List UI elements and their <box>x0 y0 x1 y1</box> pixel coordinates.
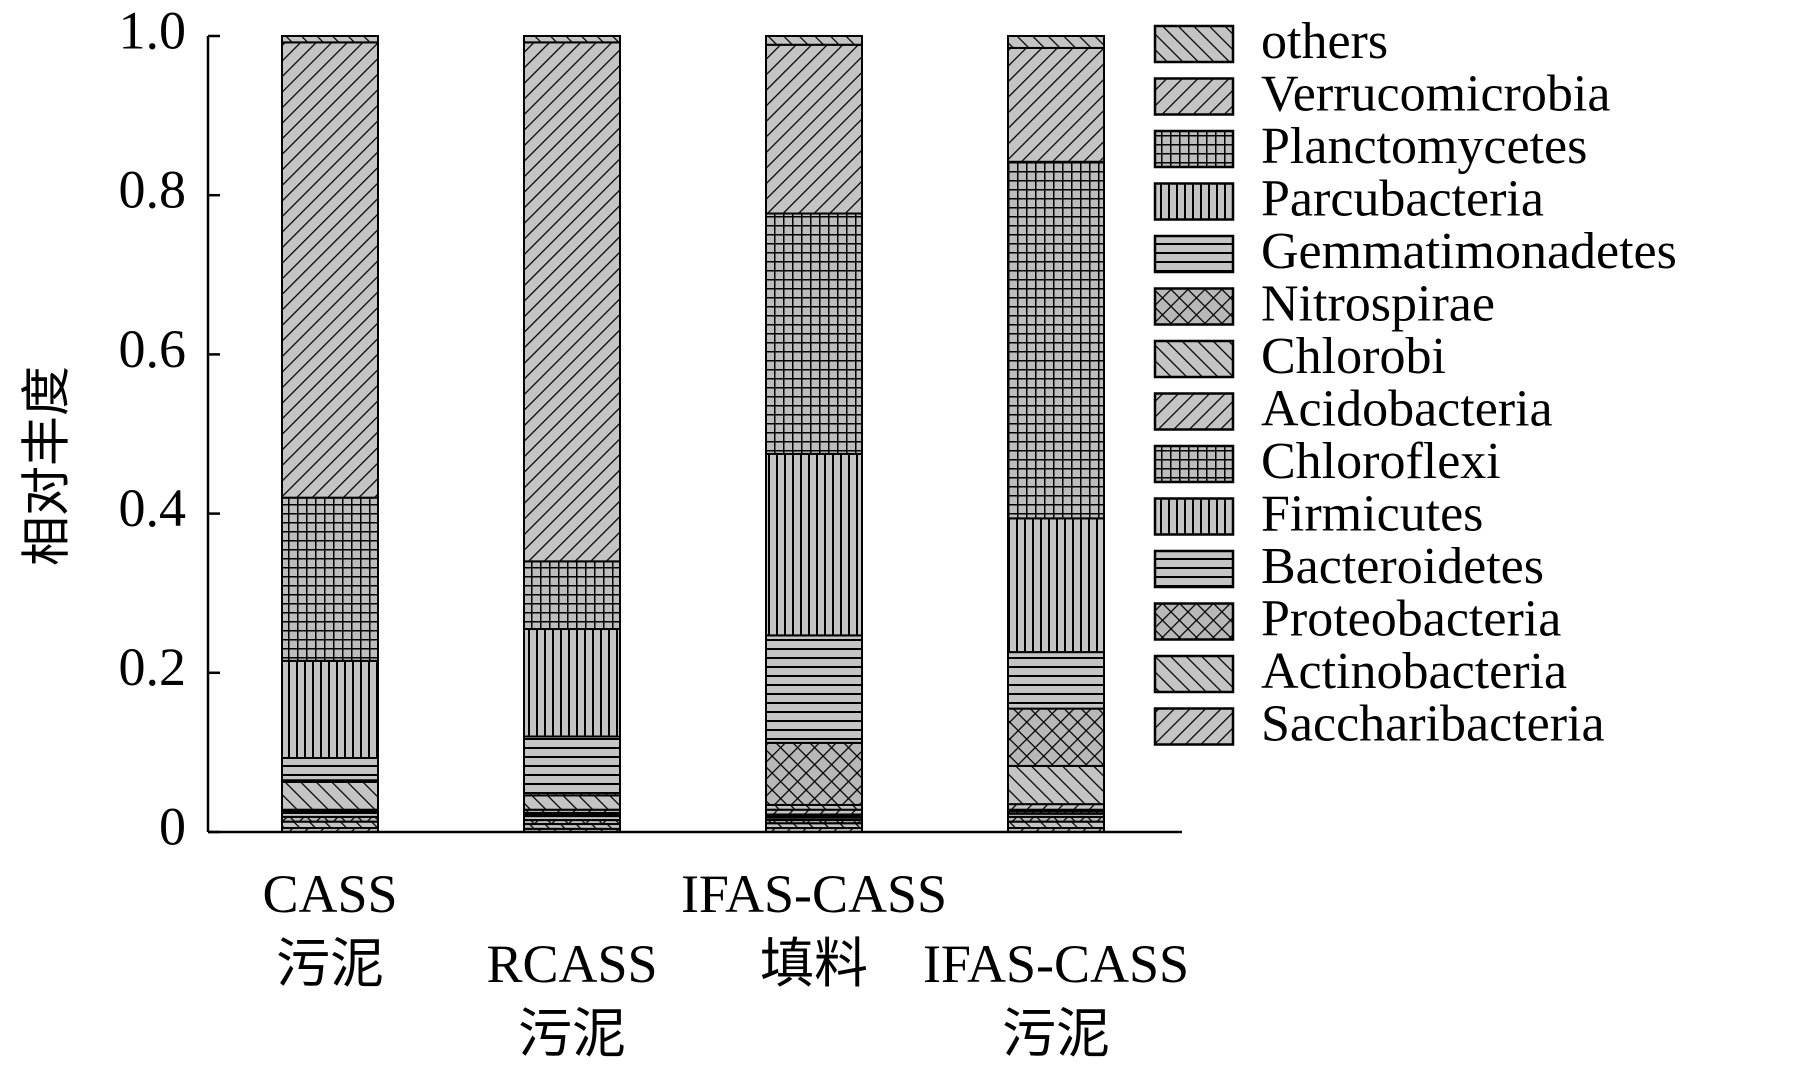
legend-item: others <box>1153 13 1388 70</box>
legend-label: Saccharibacteria <box>1261 695 1605 752</box>
legend-swatch <box>1153 234 1235 274</box>
bar-segment <box>765 634 863 744</box>
x-category-label: 污泥 <box>518 1004 626 1064</box>
legend-swatch <box>1153 129 1235 169</box>
x-category-label: 污泥 <box>276 934 384 994</box>
legend-swatch <box>1153 444 1235 484</box>
legend-item: Saccharibacteria <box>1153 695 1605 752</box>
x-category-label: IFAS-CASS <box>923 934 1189 994</box>
legend-label: Verrucomicrobia <box>1261 65 1610 122</box>
legend-item: Planctomycetes <box>1153 118 1587 175</box>
bar-segment <box>1007 160 1105 520</box>
bars-layer <box>281 35 1105 834</box>
bar-segment <box>523 560 621 631</box>
bar-stack <box>523 35 621 833</box>
legend-label: Bacteroidetes <box>1261 538 1544 595</box>
bar-segment <box>1007 517 1105 654</box>
legend-label: Firmicutes <box>1261 485 1483 542</box>
legend: othersVerrucomicrobiaPlanctomycetesParcu… <box>1153 13 1677 752</box>
bar-segment <box>1007 764 1105 806</box>
legend-swatch <box>1153 549 1235 589</box>
legend-item: Firmicutes <box>1153 485 1483 542</box>
legend-item: Bacteroidetes <box>1153 538 1544 595</box>
bar-segment <box>523 41 621 563</box>
y-tick-label: 0.8 <box>119 160 187 220</box>
x-category-label: 填料 <box>760 934 868 994</box>
legend-item: Nitrospirae <box>1153 275 1495 332</box>
bar-segment <box>281 756 379 782</box>
bar-segment <box>765 212 863 455</box>
legend-label: Gemmatimonadetes <box>1261 223 1677 280</box>
legend-swatch <box>1153 707 1235 746</box>
y-tick-label: 0 <box>159 796 186 856</box>
legend-item: Parcubacteria <box>1153 170 1544 227</box>
legend-label: others <box>1261 13 1388 70</box>
legend-label: Proteobacteria <box>1261 590 1561 647</box>
legend-label: Acidobacteria <box>1261 380 1553 437</box>
legend-swatch <box>1153 24 1235 64</box>
bar-segment <box>523 628 621 738</box>
bar-segment <box>523 35 621 44</box>
legend-label: Chloroflexi <box>1261 433 1501 490</box>
legend-swatch <box>1153 287 1235 326</box>
legend-swatch <box>1153 339 1235 379</box>
legend-label: Actinobacteria <box>1261 643 1567 700</box>
bar-segment <box>765 741 863 806</box>
y-ticks: 0 0.2 0.4 0.6 0.8 1.0 <box>119 0 220 856</box>
x-category-label: RCASS <box>486 934 657 994</box>
legend-label: Nitrospirae <box>1261 275 1495 332</box>
legend-swatch <box>1153 602 1235 641</box>
bar-segment <box>765 35 863 46</box>
bar-segment <box>765 43 863 215</box>
legend-item: Verrucomicrobia <box>1153 65 1610 122</box>
bar-stack <box>765 35 863 834</box>
legend-label: Parcubacteria <box>1261 170 1544 227</box>
bar-segment <box>1007 46 1105 163</box>
legend-label: Planctomycetes <box>1261 118 1587 175</box>
bar-segment <box>281 35 379 44</box>
bar-segment <box>523 794 621 811</box>
legend-item: Actinobacteria <box>1153 643 1567 700</box>
legend-label: Chlorobi <box>1261 328 1446 385</box>
legend-swatch <box>1153 497 1235 536</box>
legend-swatch <box>1153 77 1235 116</box>
legend-item: Proteobacteria <box>1153 590 1561 647</box>
legend-item: Chloroflexi <box>1153 433 1501 490</box>
y-tick-label: 0.6 <box>119 319 187 379</box>
bar-segment <box>281 496 379 662</box>
axes <box>206 36 1182 834</box>
y-axis-label: 相对丰度 <box>18 366 76 566</box>
legend-item: Gemmatimonadetes <box>1153 223 1677 280</box>
bar-stack <box>281 35 379 834</box>
bar-segment <box>1007 707 1105 767</box>
y-tick-label: 0.2 <box>119 637 187 697</box>
y-tick-label: 0.4 <box>119 478 187 538</box>
legend-swatch <box>1153 654 1235 694</box>
bar-segment <box>281 780 379 811</box>
bar-stack <box>1007 35 1105 834</box>
bar-segment <box>523 735 621 794</box>
legend-item: Chlorobi <box>1153 328 1446 385</box>
legend-swatch <box>1153 182 1235 221</box>
x-category-label: CASS <box>262 864 397 924</box>
bar-segment <box>765 452 863 637</box>
x-category-label: 污泥 <box>1002 1004 1110 1064</box>
bar-segment <box>281 659 379 759</box>
legend-swatch <box>1153 392 1235 431</box>
x-category-labels: CASS 污泥 RCASS 污泥 IFAS-CASS 填料 IFAS-CASS 污泥 <box>262 864 1189 1064</box>
bar-segment <box>1007 651 1105 710</box>
x-category-label: IFAS-CASS <box>681 864 947 924</box>
bar-segment <box>1007 35 1105 49</box>
legend-item: Acidobacteria <box>1153 380 1553 437</box>
y-tick-label: 1.0 <box>119 0 187 60</box>
bar-segment <box>281 41 379 499</box>
